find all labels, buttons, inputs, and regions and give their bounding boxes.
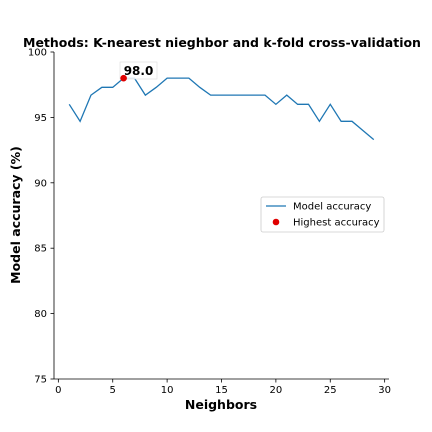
x-tick-label: 20	[270, 385, 283, 396]
x-tick-label: 25	[324, 385, 337, 396]
x-tick-label: 10	[161, 385, 174, 396]
annotation-box	[119, 61, 158, 80]
x-ticks: 0 5 10 15 20 25 30	[55, 379, 391, 396]
x-axis-label: Neighbors	[185, 397, 257, 412]
legend: Model accuracy Highest accuracy	[260, 196, 385, 233]
legend-label-highest-accuracy: Highest accuracy	[293, 218, 380, 229]
y-tick-label: 75	[34, 375, 47, 386]
series-line-model-accuracy	[68, 77, 375, 141]
y-tick-label: 90	[34, 178, 47, 189]
x-tick-label: 30	[378, 385, 391, 396]
x-tick-label: 15	[215, 385, 228, 396]
y-tick-label: 80	[34, 309, 47, 320]
y-ticks: 75 80 85 90 95 100	[28, 48, 54, 386]
y-tick-label: 85	[34, 244, 47, 255]
y-axis-label: Model accuracy (%)	[8, 146, 23, 284]
x-tick-label: 5	[110, 385, 116, 396]
chart-title: Methods: K-nearest nieghbor and k-fold c…	[23, 35, 421, 50]
annotation: 98.0	[119, 61, 158, 80]
x-tick-label: 0	[55, 385, 61, 396]
y-tick-label: 95	[34, 113, 47, 124]
legend-frame	[260, 196, 385, 233]
y-tick-label: 100	[28, 48, 47, 59]
legend-marker-swatch	[272, 218, 280, 226]
highest-accuracy-point	[120, 74, 127, 82]
annotation-label: 98.0	[124, 64, 154, 78]
legend-label-model-accuracy: Model accuracy	[293, 202, 371, 213]
